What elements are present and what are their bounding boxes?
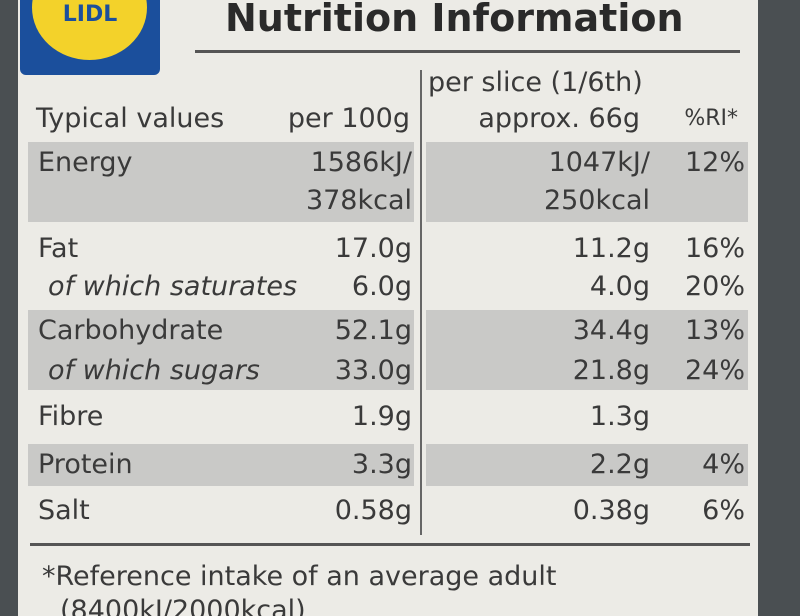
row-shade [28, 350, 414, 390]
table-cell: 0.38g [572, 495, 650, 526]
table-cell: 6% [702, 495, 745, 526]
row-label: Carbohydrate [38, 315, 224, 346]
row-shade [426, 142, 748, 222]
title-rule [195, 50, 740, 53]
row-shade [426, 444, 748, 486]
row-label: of which saturates [48, 271, 298, 302]
table-cell: 4.0g [589, 271, 650, 302]
divider [420, 70, 422, 535]
table-cell: 1586kJ/ [310, 147, 412, 178]
row-label: Fat [38, 233, 79, 264]
table-cell: 33.0g [334, 355, 412, 386]
table-cell: 250kcal [543, 185, 650, 216]
table-cell: 11.2g [572, 233, 650, 264]
row-shade [426, 310, 748, 350]
header-cell: approx. 66g [478, 103, 640, 134]
table-cell: 13% [684, 315, 745, 346]
row-label: of which sugars [48, 355, 260, 386]
row-label: Protein [38, 449, 133, 480]
table-cell: 52.1g [334, 315, 412, 346]
header-cell: Typical values [36, 103, 225, 134]
table-cell: 1.9g [351, 401, 412, 432]
logo-text: LIDL [62, 2, 118, 27]
header-cell: %RI* [684, 106, 738, 131]
table-cell: 21.8g [572, 355, 650, 386]
label-background [18, 0, 758, 616]
table-cell: 17.0g [334, 233, 412, 264]
header-cell: per slice (1/6th) [428, 67, 643, 98]
header-cell: per 100g [287, 103, 410, 134]
title: Nutrition Information [225, 0, 684, 40]
row-label: Energy [38, 147, 133, 178]
row-shade [28, 142, 414, 222]
table-cell: 12% [684, 147, 745, 178]
table-cell: 0.58g [334, 495, 412, 526]
table-cell: 16% [684, 233, 745, 264]
row-label: Salt [38, 495, 90, 526]
table-cell: 6.0g [351, 271, 412, 302]
table-cell: 1.3g [589, 401, 650, 432]
table-cell: 3.3g [351, 449, 412, 480]
table-cell: 2.2g [589, 449, 650, 480]
bottom-rule [30, 543, 750, 546]
table-cell: 378kcal [305, 185, 412, 216]
row-shade [28, 444, 414, 486]
row-shade [28, 310, 414, 350]
table-cell: 4% [702, 449, 745, 480]
table-cell: 20% [684, 271, 745, 302]
footnote: (8400kJ/2000kcal) [60, 595, 306, 616]
row-label: Fibre [38, 401, 104, 432]
row-shade [426, 350, 748, 390]
footnote: *Reference intake of an average adult [42, 561, 557, 592]
table-cell: 1047kJ/ [548, 147, 650, 178]
table-cell: 34.4g [572, 315, 650, 346]
table-cell: 24% [684, 355, 745, 386]
